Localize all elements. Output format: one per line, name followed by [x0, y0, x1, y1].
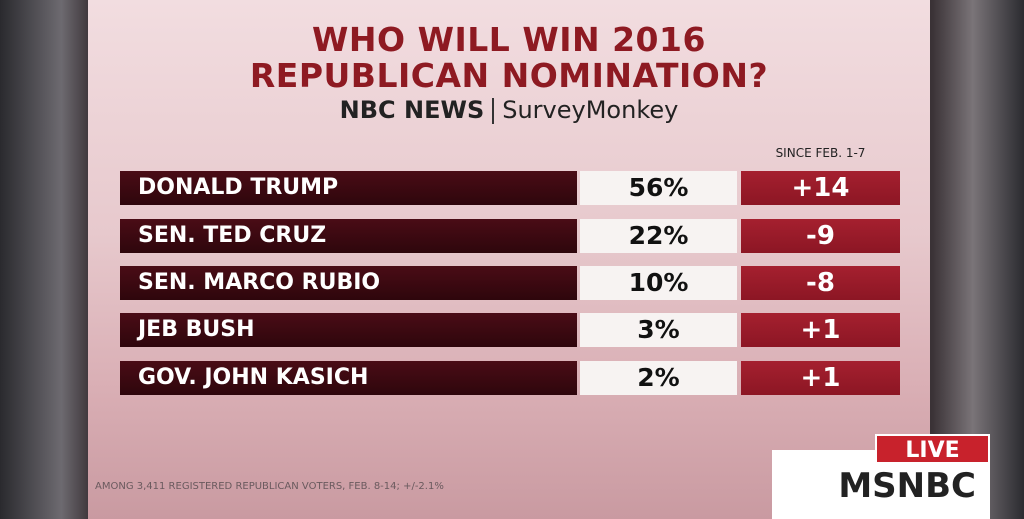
candidate-name: SEN. TED CRUZ [120, 219, 577, 253]
table-row: SEN. TED CRUZ 22% -9 [120, 219, 900, 253]
candidate-name: DONALD TRUMP [120, 171, 577, 205]
candidate-name: GOV. JOHN KASICH [120, 361, 577, 395]
change-cell: +1 [741, 361, 900, 395]
change-cell: -9 [741, 219, 900, 253]
title-line: WHO WILL WIN 2016 [312, 20, 706, 59]
table-row: GOV. JOHN KASICH 2% +1 [120, 361, 900, 395]
change-cell: +1 [741, 313, 900, 347]
share-cell: 10% [580, 266, 737, 300]
change-cell: -8 [741, 266, 900, 300]
candidate-name: SEN. MARCO RUBIO [120, 266, 577, 300]
logo: NBC NEWS [339, 96, 485, 124]
logos: NBC NEWS SurveyMonkey [88, 96, 930, 124]
live-badge: LIVE [875, 434, 990, 464]
change-cell: +14 [741, 171, 900, 205]
share-cell: 56% [580, 171, 737, 205]
table-row: SEN. MARCO RUBIO 10% -8 [120, 266, 900, 300]
candidate-name: JEB BUSH [120, 313, 577, 347]
logo: SurveyMonkey [502, 96, 679, 124]
table-row: DONALD TRUMP 56% +14 [120, 171, 900, 205]
separator [492, 98, 495, 124]
title-line: REPUBLICAN NOMINATION? [249, 56, 769, 95]
table-row: JEB BUSH 3% +1 [120, 313, 900, 347]
footnote: AMONG 3,411 REGISTERED REPUBLICAN VOTERS… [95, 481, 444, 492]
network-name: MSNBC [838, 466, 976, 506]
column-header: SINCE FEB. 1-7 [775, 146, 866, 160]
share-cell: 2% [580, 361, 737, 395]
share-cell: 3% [580, 313, 737, 347]
share-cell: 22% [580, 219, 737, 253]
panel [88, 0, 930, 519]
